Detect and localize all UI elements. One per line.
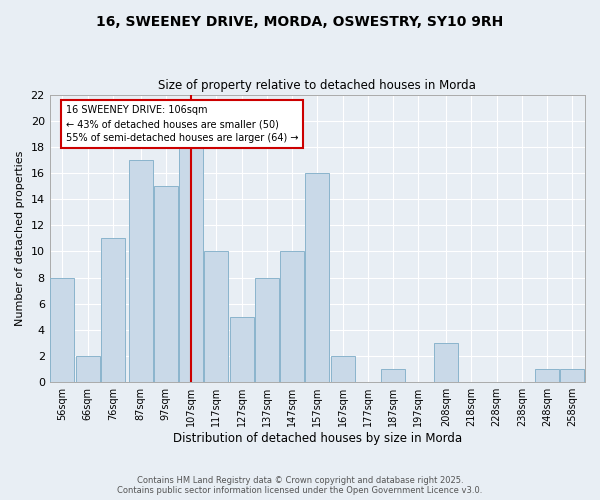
Bar	[434, 343, 458, 382]
Bar	[381, 369, 405, 382]
Bar	[154, 186, 178, 382]
Title: Size of property relative to detached houses in Morda: Size of property relative to detached ho…	[158, 79, 476, 92]
Bar	[331, 356, 355, 382]
Text: Contains HM Land Registry data © Crown copyright and database right 2025.
Contai: Contains HM Land Registry data © Crown c…	[118, 476, 482, 495]
Bar	[205, 252, 229, 382]
Bar	[230, 317, 254, 382]
Bar	[179, 147, 203, 382]
X-axis label: Distribution of detached houses by size in Morda: Distribution of detached houses by size …	[173, 432, 462, 445]
Bar	[560, 369, 584, 382]
Bar	[76, 356, 100, 382]
Text: 16, SWEENEY DRIVE, MORDA, OSWESTRY, SY10 9RH: 16, SWEENEY DRIVE, MORDA, OSWESTRY, SY10…	[97, 15, 503, 29]
Y-axis label: Number of detached properties: Number of detached properties	[15, 150, 25, 326]
Bar	[255, 278, 279, 382]
Text: 16 SWEENEY DRIVE: 106sqm
← 43% of detached houses are smaller (50)
55% of semi-d: 16 SWEENEY DRIVE: 106sqm ← 43% of detach…	[66, 105, 299, 143]
Bar	[305, 173, 329, 382]
Bar	[50, 278, 74, 382]
Bar	[280, 252, 304, 382]
Bar	[535, 369, 559, 382]
Bar	[128, 160, 152, 382]
Bar	[101, 238, 125, 382]
